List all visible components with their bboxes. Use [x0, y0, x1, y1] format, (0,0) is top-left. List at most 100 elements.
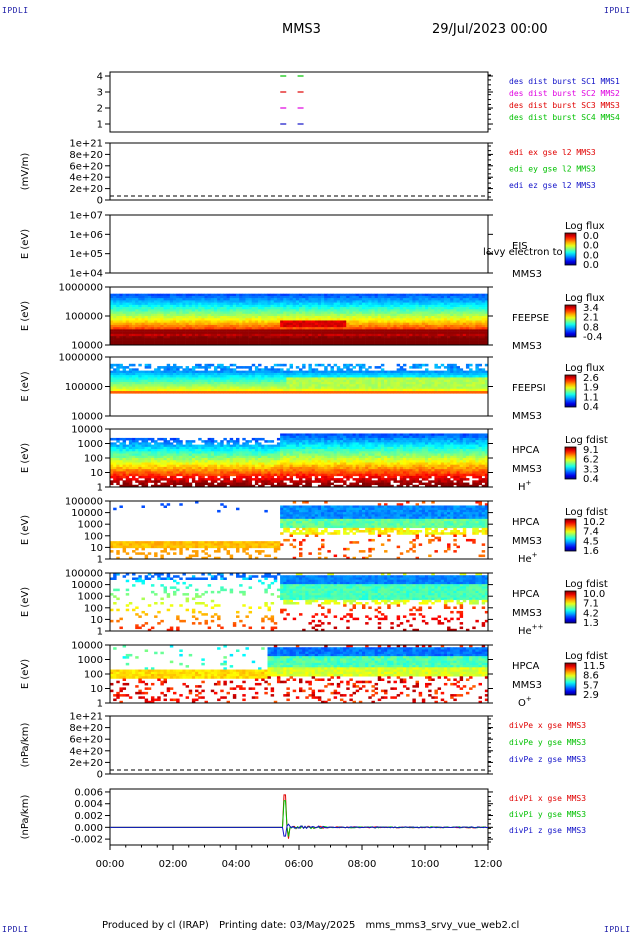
colorbar-tick-label: 0.0 [583, 250, 599, 261]
y-tick-label: 4 [97, 72, 103, 83]
panel-feepse: 1000000 100000 10000 E (eV) FEEPSE MMS3 Log fl… [20, 283, 605, 353]
colorbar [564, 662, 577, 696]
spacecraft-label: MMS3 [512, 411, 542, 422]
divpi-trace [110, 800, 488, 837]
colorbar [564, 232, 577, 266]
corner-mark-top-right: IPDLI [604, 6, 630, 15]
colorbar-title: Log fdist [565, 579, 608, 590]
y-tick-label: 6e+20 [69, 161, 103, 172]
instrument-label: HPCA [512, 445, 540, 456]
legend-entry: divPe y gse MMS3 [509, 738, 586, 747]
colorbar-tick-label: 9.1 [583, 445, 599, 456]
y-tick-label: 1000 [78, 520, 103, 531]
colorbar-tick-label: 10.2 [583, 517, 605, 528]
time-tick-label: 08:00 [348, 859, 377, 870]
y-tick-label: 10000 [71, 412, 103, 423]
y-tick-label: 4e+20 [69, 746, 103, 757]
colorbar-tick-label: 0.4 [583, 474, 599, 485]
colorbar-tick-label: 8.6 [583, 671, 599, 682]
panel-frame [109, 500, 489, 560]
colorbar [564, 590, 577, 624]
colorbar-tick-label: 2.1 [583, 313, 599, 324]
legend-entry: edi ey gse l2 MMS3 [509, 165, 596, 174]
legend-entry: des dist burst SC3 MMS3 [509, 101, 620, 110]
y-tick-label: 1000000 [58, 283, 103, 294]
time-tick-label: 00:00 [96, 859, 125, 870]
y-tick-label: 8e+20 [69, 150, 103, 161]
colorbar-tick-label: 0.0 [583, 241, 599, 252]
y-tick-label: 8e+20 [69, 723, 103, 734]
instrument-label: HPCA [512, 589, 540, 600]
species-label: He+ [518, 551, 538, 565]
colorbar-tick-label: 3.3 [583, 464, 599, 475]
colorbar-tick-label: 6.2 [583, 455, 599, 466]
spacecraft-label: MMS3 [512, 341, 542, 352]
legend-entry: edi ez gse l2 MMS3 [509, 181, 596, 190]
colorbar-title: Log fdist [565, 507, 608, 518]
spacecraft-label: MMS3 [512, 680, 542, 691]
colorbar-tick-label: 1.6 [583, 546, 599, 557]
y-tick-label: 100000 [65, 497, 103, 508]
colorbar-tick-label: 0.4 [583, 402, 599, 413]
y-axis-label: E (eV) [20, 587, 31, 617]
y-axis-label: E (eV) [20, 301, 31, 331]
colorbar-title: Log flux [565, 221, 605, 232]
spacecraft-label: MMS3 [512, 536, 542, 547]
panel-hpca_h: 10000 1000 100 10 1 E (eV) HPCA MMS3 H+ Log fdist… [20, 425, 608, 494]
colorbar-tick-label: 2.9 [583, 690, 599, 701]
colorbar-tick-label: -0.4 [583, 332, 603, 343]
panel-burst: 4 3 2 1 des dist burst SC1 MMS1 des dist burs… [97, 71, 620, 133]
instrument-label: FEEPSE [512, 313, 549, 324]
y-tick-label: 10000 [71, 641, 103, 652]
colorbar-tick-label: 2.6 [583, 373, 599, 384]
colorbar-tick-label: 1.9 [583, 383, 599, 394]
legend-entry: divPe z gse MMS3 [509, 755, 586, 764]
footer-producer: Produced by cl (IRAP) [102, 920, 209, 931]
panel-frame [109, 142, 489, 201]
y-tick-label: 0.006 [74, 787, 103, 798]
y-tick-label: 1e+06 [69, 230, 103, 241]
y-tick-label: 10000 [71, 425, 103, 436]
y-tick-label: 0 [97, 770, 103, 781]
time-tick-label: 02:00 [159, 859, 188, 870]
colorbar-title: Log fdist [565, 435, 608, 446]
time-tick-label: 10:00 [411, 859, 440, 870]
y-axis-label: E (eV) [20, 659, 31, 689]
footer-printing-date: Printing date: 03/May/2025 [218, 920, 356, 931]
colorbar [564, 518, 577, 552]
spacecraft-label: MMS3 [512, 269, 542, 280]
colorbar-tick-label: 7.1 [583, 599, 599, 610]
y-tick-label: 3 [97, 88, 103, 99]
divpi-trace [110, 794, 489, 839]
legend-entry: divPi y gse MMS3 [509, 810, 586, 819]
legend-entry: edi ex gse l2 MMS3 [509, 148, 596, 157]
colorbar-tick-label: 0.0 [583, 260, 599, 271]
corner-mark-bottom-left: IPDLI [2, 925, 29, 934]
legend-entry: divPi z gse MMS3 [509, 826, 586, 835]
y-axis-label: (nPa/km) [20, 723, 31, 768]
mission-title: MMS3 [282, 22, 321, 37]
y-tick-label: 100000 [65, 569, 103, 580]
colorbar-title: Log fdist [565, 651, 608, 662]
colorbar-tick-label: 4.5 [583, 536, 599, 547]
y-tick-label: 0.004 [74, 799, 103, 810]
y-tick-label: 6e+20 [69, 735, 103, 746]
y-tick-label: 1000000 [58, 353, 103, 364]
species-label: H+ [518, 479, 532, 493]
y-axis-label: E (eV) [20, 515, 31, 545]
y-tick-label: 1000 [78, 655, 103, 666]
y-tick-label: 1e+21 [69, 139, 103, 150]
y-tick-label: 0.002 [74, 811, 103, 822]
colorbar [564, 446, 577, 480]
y-tick-label: 10000 [71, 508, 103, 519]
divpi-trace [110, 823, 489, 837]
y-tick-label: 1e+05 [69, 249, 103, 260]
y-tick-label: 100 [84, 670, 103, 681]
legend-entry: divPi x gse MMS3 [509, 794, 586, 803]
panel-eis: 1e+07 1e+06 1e+05 1e+04 E (eV) EIS MMS3 l&vy el… [20, 211, 605, 281]
colorbar [564, 304, 577, 338]
y-tick-label: 1000 [78, 592, 103, 603]
